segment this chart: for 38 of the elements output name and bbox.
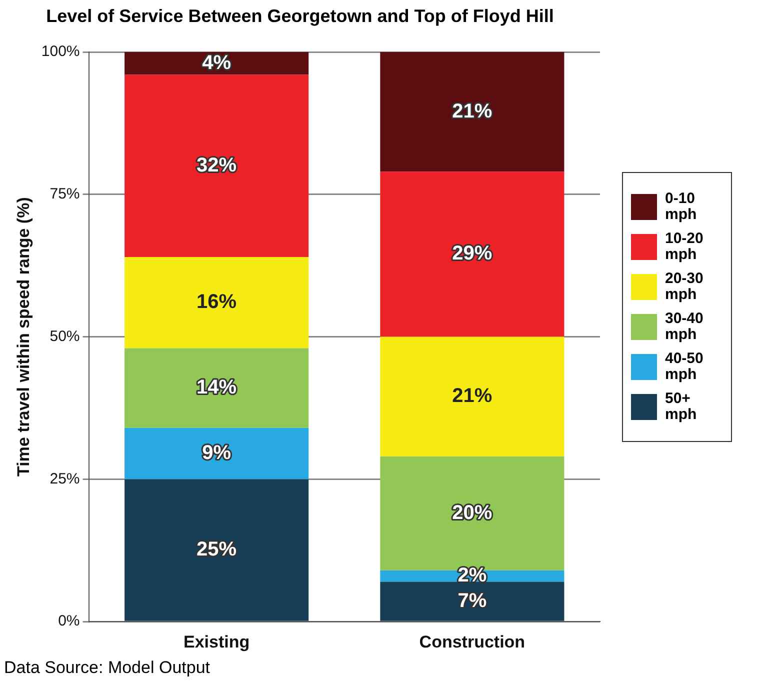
data-label: 14% (196, 376, 237, 399)
y-tick-label: 75% (50, 186, 80, 203)
legend-label: 0-10 mph (665, 190, 698, 223)
bar (124, 257, 309, 348)
chart-title: Level of Service Between Georgetown and Top of Floyd Hill (45, 6, 555, 27)
source-note: Data Source: Model Output (4, 658, 210, 678)
y-tick-label: 50% (50, 328, 80, 345)
data-label: 9% (202, 442, 232, 464)
data-label: 21% (452, 100, 492, 122)
legend-label: 10-20 mph (665, 230, 704, 263)
bar (124, 52, 309, 75)
bar (380, 172, 564, 337)
bar (124, 348, 309, 428)
bar (380, 52, 564, 172)
bar (380, 582, 564, 621)
bar (124, 479, 309, 621)
data-label: 29% (452, 242, 492, 265)
bar (380, 336, 564, 456)
legend-label: 20-30 mph (665, 270, 704, 303)
data-label: 25% (196, 538, 237, 561)
legend-label: 30-40 mph (665, 310, 704, 343)
data-label: 4% (202, 52, 232, 74)
y-tick-label: 25% (50, 470, 80, 488)
data-label: 7% (458, 590, 487, 612)
y-tick-label: 100% (41, 43, 80, 60)
x-tick-label: Construction (419, 632, 526, 652)
data-label: 21% (452, 385, 492, 408)
data-label: 2% (458, 564, 487, 587)
bar (124, 74, 309, 258)
x-tick-label: Existing (184, 632, 250, 652)
legend-label: 40-50 mph (665, 350, 704, 383)
data-label: 16% (196, 291, 237, 314)
y-tick-label: 0% (58, 612, 80, 630)
bar (124, 428, 309, 480)
legend-label: 50+ mph (665, 390, 698, 423)
data-label: 20% (452, 502, 492, 524)
data-label: 32% (196, 154, 237, 176)
y-axis-title: Time travel within speed range (%) (14, 197, 33, 476)
